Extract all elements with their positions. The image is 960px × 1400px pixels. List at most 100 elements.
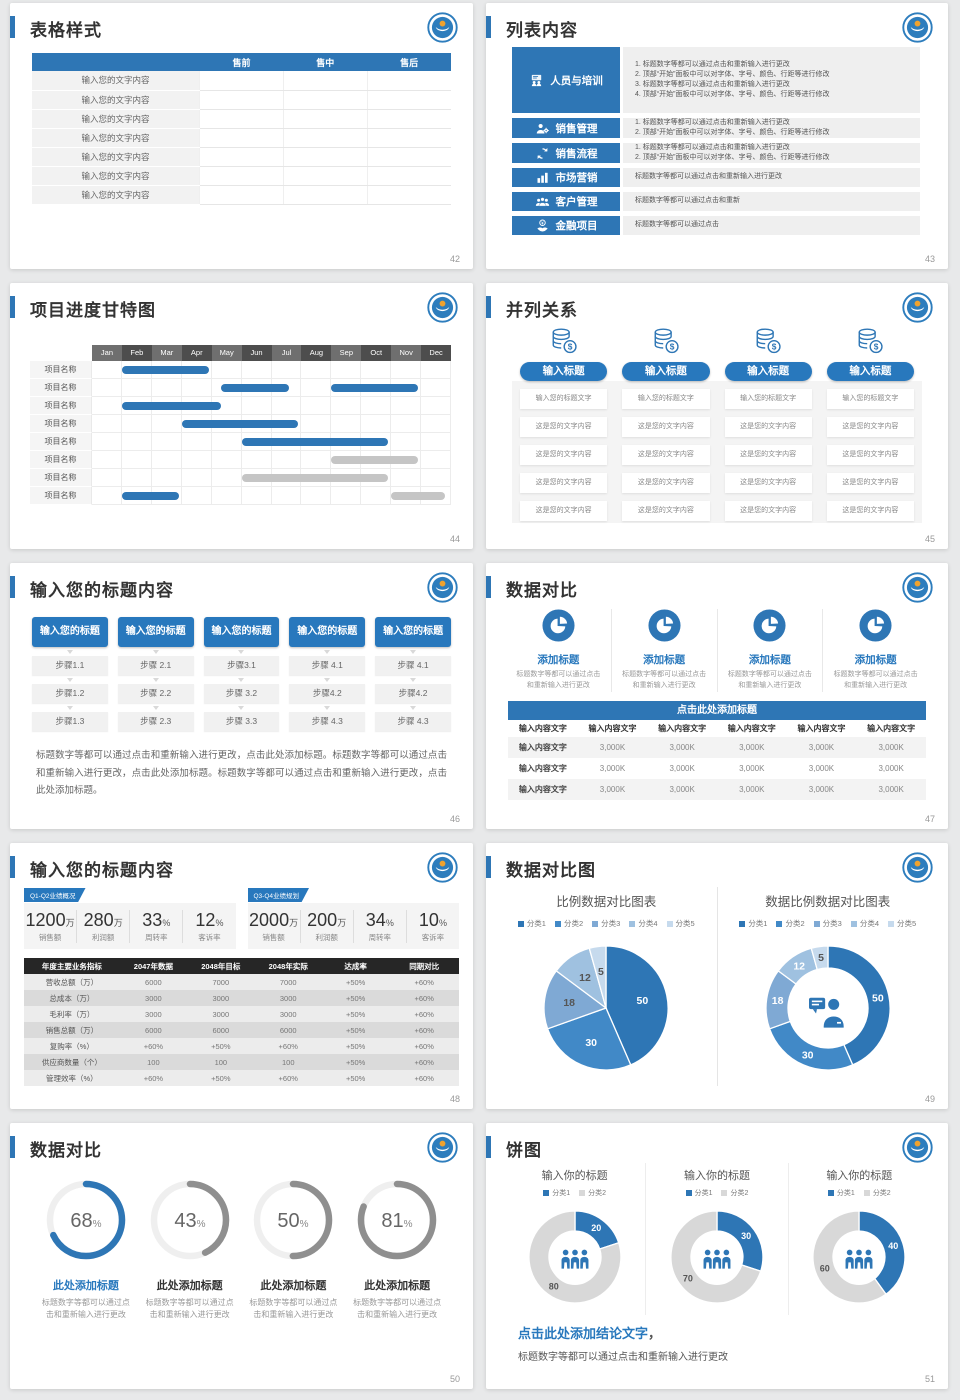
table-header-row: 年度主要业务指标 2047年数据 2048年目标 2048年实际 达成率 同期对比: [24, 958, 459, 974]
table-header-cell: 售中: [283, 53, 368, 71]
table-cell: 3,000K: [577, 736, 648, 758]
table-row: 供应商数量（个） 100 100 100 +50% +60%: [24, 1054, 459, 1070]
donut-chart: 50 30 18 12 5: [755, 935, 901, 1086]
column-title-button: 输入标题: [724, 362, 812, 381]
table-header-row: 输入内容文字 输入内容文字 输入内容文字 输入内容文字 输入内容文字 输入内容文字: [508, 720, 926, 737]
slide-46[interactable]: 输入您的标题内容 输入您的标题 步骤1.1 步骤1.2 步骤1.3 输入您的标题 步…: [10, 563, 473, 829]
gantt-row: 项目名称: [30, 415, 452, 433]
table-cell: 输入内容文字: [518, 763, 567, 773]
table-cell: +50%: [321, 1038, 390, 1054]
gauge-item: 68% 此处添加标题 标题数字等都可以通过点击和重新输入进行更改: [34, 1177, 138, 1322]
conclusion-title: 点击此处添加结论文字: [518, 1326, 649, 1341]
table-header-cell: 输入内容文字: [727, 723, 776, 733]
column-row: 这是您的文字内容: [622, 417, 710, 437]
title-accent-bar: [10, 576, 15, 598]
table-cell: 营收总额（万）: [24, 974, 120, 990]
table-cell: 6000: [119, 974, 188, 990]
table-cell: +50%: [321, 1070, 390, 1086]
table-cell: 3000: [187, 1006, 255, 1022]
gantt-month-cell: Dec: [421, 345, 452, 361]
stat-value: 2000: [249, 910, 290, 930]
slide-header: 输入您的标题内容: [10, 563, 473, 603]
list-item-label: 市场营销: [555, 172, 598, 184]
svg-text:12: 12: [579, 972, 591, 984]
stat-label: 利润额: [315, 933, 338, 942]
page-number: 46: [449, 814, 460, 824]
list-item: 市场营销 标题数字等都可以通过点击和重新输入进行更改: [512, 168, 920, 187]
table-row: 输入您的文字内容: [32, 90, 451, 110]
feature-item: 添加标题 标题数字等都可以通过点击和重新输入进行更改: [506, 609, 611, 692]
table-header-cell: 输入内容文字: [658, 723, 707, 733]
svg-text:68%: 68%: [70, 1210, 101, 1232]
slide-47[interactable]: 数据对比 添加标题 标题数字等都可以通过点击和重新输入进行更改 添加标题 标题数…: [486, 563, 948, 829]
gauge-item: 43% 此处添加标题 标题数字等都可以通过点击和重新输入进行更改: [138, 1177, 242, 1322]
step-box: 步骤 3.3: [203, 712, 280, 731]
gantt-month-cell: Sep: [331, 345, 362, 361]
chart-legend: 分类1 分类2: [504, 1188, 645, 1198]
table-header-cell: 输入内容文字: [588, 723, 637, 733]
connector-caret: [66, 650, 73, 654]
legend-item: 分类1: [685, 1188, 712, 1198]
feature-title: 添加标题: [854, 654, 897, 666]
table-cell: +60%: [119, 1070, 188, 1086]
gauge-desc: 标题数字等都可以通过点击和重新输入进行更改: [41, 1298, 130, 1320]
list-item-text: 标题数字等都可以通过点击: [623, 216, 920, 235]
slide-44[interactable]: 项目进度甘特图 Jan Feb Mar Apr May Jun Jul Aug Sep Oct No…: [10, 283, 473, 549]
step-box: 步骤 4.1: [289, 656, 366, 675]
stat-unit: 万: [65, 918, 75, 928]
slide-body: 比例数据对比图表 分类1 分类2 分类3 分类4 分类5 50 30 18 12 5 数据比例数…: [486, 881, 948, 1086]
column-row: 这是您的文字内容: [724, 417, 812, 437]
legend-item: 分类1: [543, 1188, 570, 1198]
legend-item: 分类4: [850, 918, 879, 929]
table-cell: +50%: [321, 1006, 390, 1022]
gauge-title: 此处添加标题: [260, 1280, 327, 1292]
slide-43[interactable]: 列表内容 人员与培训 1. 标题数字等都可以通过点击和重新输入进行更改 2. 顶部…: [486, 3, 948, 269]
gantt-row: 项目名称: [30, 451, 452, 469]
svg-text:5: 5: [818, 952, 824, 964]
table-cell: +60%: [389, 1022, 459, 1038]
title-accent-bar: [486, 576, 491, 598]
gauge-ring: 43%: [144, 1177, 236, 1268]
list-item-label: 金融项目: [555, 220, 598, 232]
logo-icon: [427, 852, 458, 883]
feature-title: 添加标题: [537, 654, 580, 666]
table-cell: 100: [254, 1054, 322, 1070]
table-cell: +50%: [321, 990, 390, 1006]
connector-caret: [66, 706, 73, 710]
coins-icon: $: [649, 327, 683, 355]
parallel-column: $ 输入标题 输入您的标题文字 这是您的文字内容 这是您的文字内容 这是您的文字内容这…: [622, 327, 710, 521]
slide-body: $ 输入标题 输入您的标题文字 这是您的文字内容 这是您的文字内容 这是您的文字内容这…: [512, 323, 922, 523]
slide-49[interactable]: 数据对比图 比例数据对比图表 分类1 分类2 分类3 分类4 分类5 50 30 18 12 5…: [486, 843, 948, 1109]
slide-48[interactable]: 输入您的标题内容 Q1-Q2业绩概况 1200万 销售额 280万 利润额 33% 周转率…: [10, 843, 473, 1109]
column-row: 这是您的文字内容: [826, 417, 914, 437]
table-row: 销售总额（万） 6000 6000 6000 +50% +60%: [24, 1022, 459, 1038]
svg-text:$: $: [772, 342, 777, 352]
stat-label: 销售额: [262, 933, 285, 942]
gauge-item: 50% 此处添加标题 标题数字等都可以通过点击和重新输入进行更改: [242, 1177, 346, 1322]
feature-row: 添加标题 标题数字等都可以通过点击和重新输入进行更改 添加标题 标题数字等都可以…: [486, 601, 948, 692]
conclusion-block: 点击此处添加结论文字， 标题数字等都可以通过点击和重新输入进行更改: [486, 1315, 948, 1363]
row-label-cell: 输入您的文字内容: [32, 90, 200, 110]
slide-header: 数据对比图: [486, 843, 948, 883]
chart-legend: 分类1 分类2: [789, 1188, 930, 1198]
list-item-tag: ¥ 金融项目: [512, 216, 620, 235]
step-box: 步骤1.2: [32, 684, 108, 703]
coins-icon: $: [853, 327, 887, 355]
stat-item: 2000万 销售额: [248, 910, 300, 943]
gantt-row: 项目名称: [30, 433, 452, 451]
column-row: 这是您的文字内容: [622, 473, 710, 493]
slide-title: 并列关系: [506, 301, 578, 320]
stat-value: 33: [142, 910, 163, 930]
slide-50[interactable]: 数据对比 68% 此处添加标题 标题数字等都可以通过点击和重新输入进行更改 43…: [10, 1123, 473, 1389]
slide-51[interactable]: 饼图 输入你的标题 分类1 分类2 20 80 输入你的标题 分类1 分类2 30 70…: [486, 1123, 948, 1389]
list-item: ¥ 金融项目 标题数字等都可以通过点击: [512, 216, 920, 235]
stat-item: 1200万 销售额: [24, 910, 76, 943]
gantt-row-label: 项目名称: [30, 433, 92, 451]
gantt-chart: Jan Feb Mar Apr May Jun Jul Aug Sep Oct Nov Dec 项目名称…: [30, 345, 452, 505]
customer-icon: [535, 194, 550, 209]
gantt-row-label: 项目名称: [30, 487, 92, 505]
compare-table: 输入内容文字 输入内容文字 输入内容文字 输入内容文字 输入内容文字 输入内容文字 输入内容…: [508, 720, 926, 800]
slide-45[interactable]: 并列关系 $ 输入标题 输入您的标题文字 这是您的文字内容 这是您的文字内容 这是您的…: [486, 283, 948, 549]
slide-42[interactable]: 表格样式 售前 售中 售后 输入您的文字内容 输入您的文字内容 输入您的文字内容 输入您的文…: [10, 3, 473, 269]
svg-text:43%: 43%: [174, 1210, 205, 1232]
